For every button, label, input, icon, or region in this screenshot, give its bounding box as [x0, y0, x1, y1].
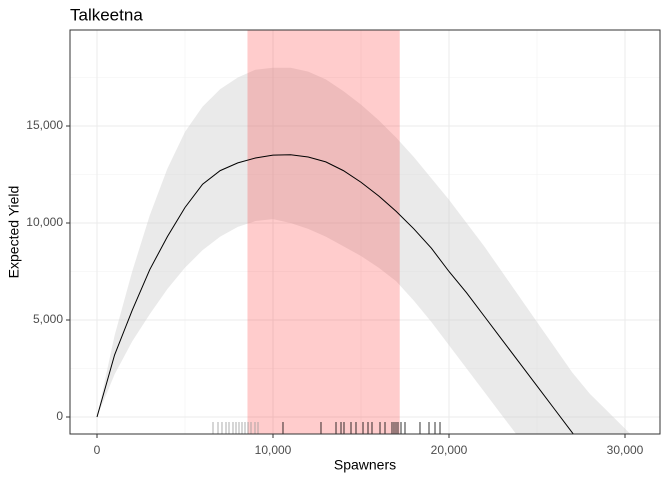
confidence-band [96, 67, 631, 434]
x-tick-label: 0 [94, 443, 101, 457]
optimal-range [247, 30, 400, 434]
y-tick-label: 0 [56, 409, 63, 423]
y-tick-label: 5,000 [33, 312, 63, 326]
x-tick-label: 20,000 [431, 443, 468, 457]
grid [70, 30, 660, 434]
y-axis-label: Expected Yield [6, 186, 22, 279]
axes: 0 10,000 20,000 30,000 0 5,000 10,000 15,000 [26, 118, 643, 457]
y-tick-label: 15,000 [26, 118, 63, 132]
fit-line [96, 154, 574, 434]
plot-area [96, 30, 631, 434]
x-axis-label: Spawners [334, 457, 396, 473]
chart-title: Talkeetna [70, 5, 143, 24]
x-tick-label: 10,000 [255, 443, 292, 457]
x-tick-label: 30,000 [607, 443, 644, 457]
panel-border [69, 29, 661, 435]
y-tick-label: 10,000 [26, 215, 63, 229]
